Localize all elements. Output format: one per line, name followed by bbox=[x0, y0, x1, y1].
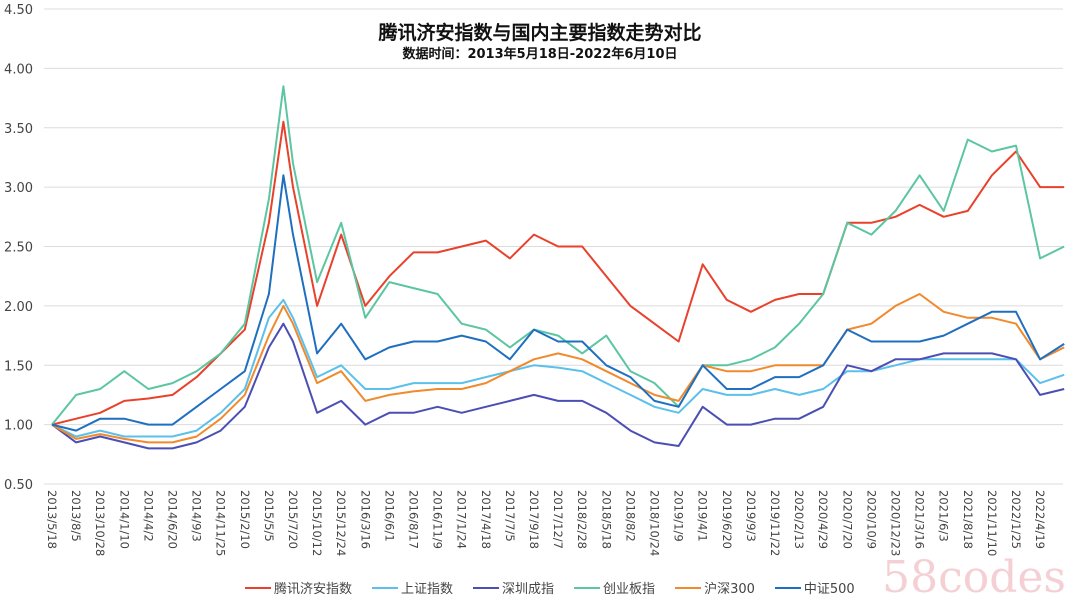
x-tick-label: 2021/6/3 bbox=[937, 490, 951, 542]
legend-swatch bbox=[574, 586, 601, 589]
watermark: 58codes bbox=[882, 552, 1066, 603]
x-tick-label: 2016/3/16 bbox=[358, 490, 372, 549]
series-line bbox=[51, 85, 1065, 426]
x-tick-label: 2013/8/5 bbox=[69, 490, 83, 542]
x-tick-label: 2019/9/3 bbox=[744, 490, 758, 542]
y-tick-label: 2.50 bbox=[4, 241, 33, 256]
x-tick-label: 2020/12/23 bbox=[889, 490, 903, 556]
legend-label: 沪深300 bbox=[704, 582, 755, 597]
x-tick-label: 2018/2/28 bbox=[575, 490, 589, 549]
x-tick-label: 2019/4/1 bbox=[696, 490, 710, 542]
x-tick-label: 2013/10/28 bbox=[93, 490, 107, 556]
legend-item: 深圳成指 bbox=[473, 578, 554, 597]
x-tick-label: 2016/6/1 bbox=[382, 490, 396, 542]
x-tick-label: 2018/8/2 bbox=[623, 490, 637, 542]
x-tick-label: 2017/4/18 bbox=[479, 490, 493, 549]
x-tick-label: 2017/7/5 bbox=[503, 490, 517, 542]
legend-swatch bbox=[675, 586, 702, 589]
x-tick-label: 2014/11/25 bbox=[214, 490, 228, 556]
x-tick-label: 2018/10/24 bbox=[648, 490, 662, 556]
legend-item: 上证指数 bbox=[372, 578, 453, 597]
legend-label: 中证500 bbox=[803, 582, 855, 597]
series-line bbox=[51, 298, 1065, 438]
y-tick-label: 4.00 bbox=[4, 62, 33, 77]
x-tick-label: 2016/11/9 bbox=[431, 490, 445, 549]
legend-item: 创业板指 bbox=[574, 578, 655, 597]
legend-label: 深圳成指 bbox=[502, 582, 555, 597]
legend-label: 上证指数 bbox=[401, 582, 454, 597]
series-line bbox=[51, 322, 1065, 450]
chart-subtitle: 数据时间：2013年5月18日-2022年6月10日 bbox=[402, 47, 678, 62]
series-line bbox=[51, 174, 1065, 432]
x-tick-label: 2014/6/20 bbox=[166, 490, 180, 549]
x-tick-label: 2022/1/25 bbox=[1009, 490, 1023, 549]
legend-swatch bbox=[473, 586, 500, 589]
y-tick-label: 3.00 bbox=[4, 181, 33, 196]
x-tick-label: 2015/5/5 bbox=[262, 490, 276, 542]
legend-swatch bbox=[245, 586, 271, 589]
x-tick-label: 2015/10/12 bbox=[310, 490, 324, 556]
y-tick-label: 1.50 bbox=[4, 359, 33, 374]
x-tick-label: 2021/11/10 bbox=[985, 490, 999, 556]
x-tick-label: 2020/10/9 bbox=[864, 490, 878, 549]
y-tick-label: 3.50 bbox=[4, 122, 33, 137]
legend: 腾讯济安指数 上证指数 深圳成指 创业板指 沪深300 中证500 bbox=[245, 578, 855, 597]
x-tick-label: 2014/4/2 bbox=[141, 490, 155, 542]
x-tick-label: 2019/1/9 bbox=[672, 490, 686, 542]
x-tick-label: 2013/5/18 bbox=[45, 490, 59, 549]
x-tick-label: 2017/1/24 bbox=[455, 490, 469, 549]
x-tick-label: 2015/12/24 bbox=[334, 490, 348, 556]
y-tick-label: 1.00 bbox=[4, 419, 33, 434]
x-tick-label: 2017/12/7 bbox=[551, 490, 565, 549]
x-tick-label: 2020/2/13 bbox=[792, 490, 806, 549]
legend-item: 中证500 bbox=[774, 578, 855, 597]
x-tick-label: 2019/6/20 bbox=[720, 490, 734, 549]
x-tick-label: 2017/9/18 bbox=[527, 490, 541, 549]
x-tick-label: 2020/4/29 bbox=[816, 490, 830, 549]
y-tick-label: 0.50 bbox=[4, 478, 33, 493]
x-tick-label: 2018/5/18 bbox=[599, 490, 613, 549]
x-tick-label: 2020/7/20 bbox=[840, 490, 854, 549]
legend-item: 腾讯济安指数 bbox=[245, 578, 352, 597]
x-tick-label: 2021/8/18 bbox=[961, 490, 975, 549]
series-line bbox=[51, 293, 1065, 444]
series-line bbox=[51, 120, 1065, 426]
x-tick-label: 2014/9/3 bbox=[190, 490, 204, 542]
x-tick-label: 2019/11/22 bbox=[768, 490, 782, 556]
legend-swatch bbox=[774, 586, 801, 589]
x-tick-label: 2015/7/20 bbox=[286, 490, 300, 549]
legend-label: 创业板指 bbox=[603, 582, 656, 597]
x-tick-label: 2014/1/10 bbox=[117, 490, 131, 549]
y-tick-label: 2.00 bbox=[4, 300, 33, 315]
legend-item: 沪深300 bbox=[675, 578, 755, 597]
y-tick-label: 4.50 bbox=[4, 3, 33, 18]
chart-title: 腾讯济安指数与国内主要指数走势对比 bbox=[378, 22, 702, 44]
legend-label: 腾讯济安指数 bbox=[274, 582, 353, 597]
x-tick-label: 2022/4/19 bbox=[1033, 490, 1047, 549]
legend-swatch bbox=[372, 586, 399, 589]
x-tick-label: 2021/3/16 bbox=[913, 490, 927, 549]
x-tick-label: 2015/2/10 bbox=[238, 490, 252, 549]
x-tick-label: 2016/8/17 bbox=[407, 490, 421, 549]
